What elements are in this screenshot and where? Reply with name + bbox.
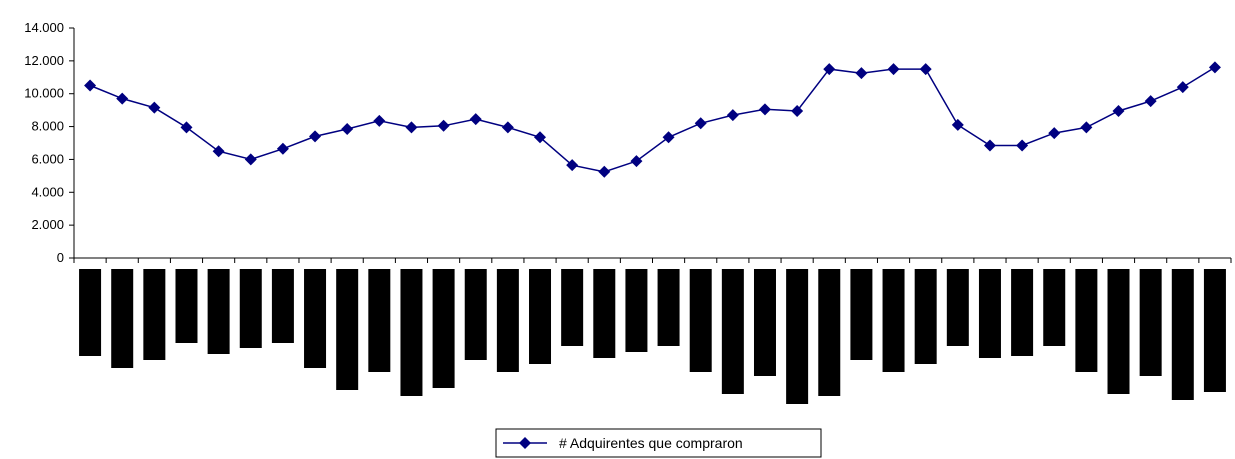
data-point-marker bbox=[1112, 104, 1125, 117]
legend-diamond-marker bbox=[519, 437, 531, 449]
data-point-marker bbox=[630, 155, 643, 168]
bar bbox=[207, 269, 230, 354]
bar bbox=[400, 269, 423, 396]
data-point-marker bbox=[758, 103, 771, 116]
data-point-marker bbox=[84, 79, 97, 92]
bar bbox=[1203, 269, 1226, 392]
data-point-marker bbox=[341, 123, 354, 136]
bar bbox=[689, 269, 712, 372]
data-point-marker bbox=[437, 119, 450, 132]
data-point-marker bbox=[501, 121, 514, 134]
y-tick-label: 14.000 bbox=[24, 20, 64, 35]
data-point-marker bbox=[1176, 81, 1189, 94]
data-point-marker bbox=[598, 165, 611, 178]
bar bbox=[593, 269, 616, 358]
y-tick-label: 0 bbox=[57, 250, 64, 265]
data-point-marker bbox=[662, 131, 675, 144]
legend: # Adquirentes que compraron bbox=[495, 428, 822, 458]
data-point-marker bbox=[1208, 61, 1221, 74]
data-point-marker bbox=[1048, 127, 1061, 140]
bar bbox=[914, 269, 937, 364]
bar bbox=[818, 269, 841, 396]
data-point-marker bbox=[1016, 139, 1029, 152]
bar bbox=[368, 269, 391, 372]
data-point-marker bbox=[726, 109, 739, 122]
data-point-marker bbox=[148, 101, 161, 114]
line-series bbox=[84, 61, 1221, 178]
bar bbox=[304, 269, 327, 368]
data-point-marker bbox=[373, 114, 386, 127]
legend-box bbox=[495, 428, 822, 458]
data-point-marker bbox=[855, 67, 868, 80]
data-point-marker bbox=[309, 130, 322, 143]
bar bbox=[111, 269, 134, 368]
data-point-marker bbox=[1144, 95, 1157, 108]
data-point-marker bbox=[887, 63, 900, 76]
y-tick-label: 2.000 bbox=[31, 217, 64, 232]
data-point-marker bbox=[276, 142, 289, 155]
bar bbox=[1171, 269, 1194, 400]
bar bbox=[721, 269, 744, 394]
bar bbox=[1043, 269, 1066, 346]
bar bbox=[271, 269, 294, 343]
bar bbox=[1011, 269, 1034, 356]
data-point-marker bbox=[919, 63, 932, 76]
data-point-marker bbox=[1080, 121, 1093, 134]
bar bbox=[529, 269, 552, 364]
y-tick-label: 8.000 bbox=[31, 119, 64, 134]
bar bbox=[336, 269, 359, 390]
bar bbox=[464, 269, 487, 360]
bar bbox=[432, 269, 455, 388]
data-point-marker bbox=[244, 153, 257, 166]
y-tick-label: 4.000 bbox=[31, 184, 64, 199]
bar bbox=[175, 269, 198, 343]
bar bbox=[1139, 269, 1162, 376]
bar bbox=[625, 269, 648, 352]
bar bbox=[850, 269, 873, 360]
data-point-marker bbox=[951, 118, 964, 131]
bar bbox=[79, 269, 102, 356]
data-point-marker bbox=[212, 145, 225, 158]
data-point-marker bbox=[180, 121, 193, 134]
data-point-marker bbox=[823, 63, 836, 76]
y-axis: 0 2.000 4.000 6.000 8.000 10.000 12.000 14.000 bbox=[24, 20, 75, 265]
data-point-marker bbox=[791, 104, 804, 117]
x-axis bbox=[73, 257, 1232, 263]
series-line bbox=[89, 66, 1216, 173]
bar bbox=[1075, 269, 1098, 372]
data-point-marker bbox=[469, 113, 482, 126]
bar bbox=[657, 269, 680, 346]
data-point-marker bbox=[694, 117, 707, 130]
data-point-marker bbox=[983, 139, 996, 152]
data-point-marker bbox=[566, 159, 579, 172]
bar bbox=[561, 269, 584, 346]
bar bbox=[946, 269, 969, 346]
data-point-marker bbox=[116, 92, 129, 105]
y-tick-label: 6.000 bbox=[31, 151, 64, 166]
bar bbox=[239, 269, 262, 348]
bar bbox=[978, 269, 1001, 358]
bar bbox=[753, 269, 776, 376]
bar bbox=[496, 269, 519, 372]
bar bbox=[143, 269, 166, 360]
y-tick-label: 10.000 bbox=[24, 86, 64, 101]
legend-label: # Adquirentes que compraron bbox=[559, 435, 743, 451]
y-tick-label: 12.000 bbox=[24, 53, 64, 68]
bar bbox=[1107, 269, 1130, 394]
data-point-marker bbox=[405, 121, 418, 134]
bar bbox=[882, 269, 905, 372]
bar bbox=[786, 269, 809, 404]
data-point-marker bbox=[534, 131, 547, 144]
bar-series bbox=[79, 269, 1226, 404]
